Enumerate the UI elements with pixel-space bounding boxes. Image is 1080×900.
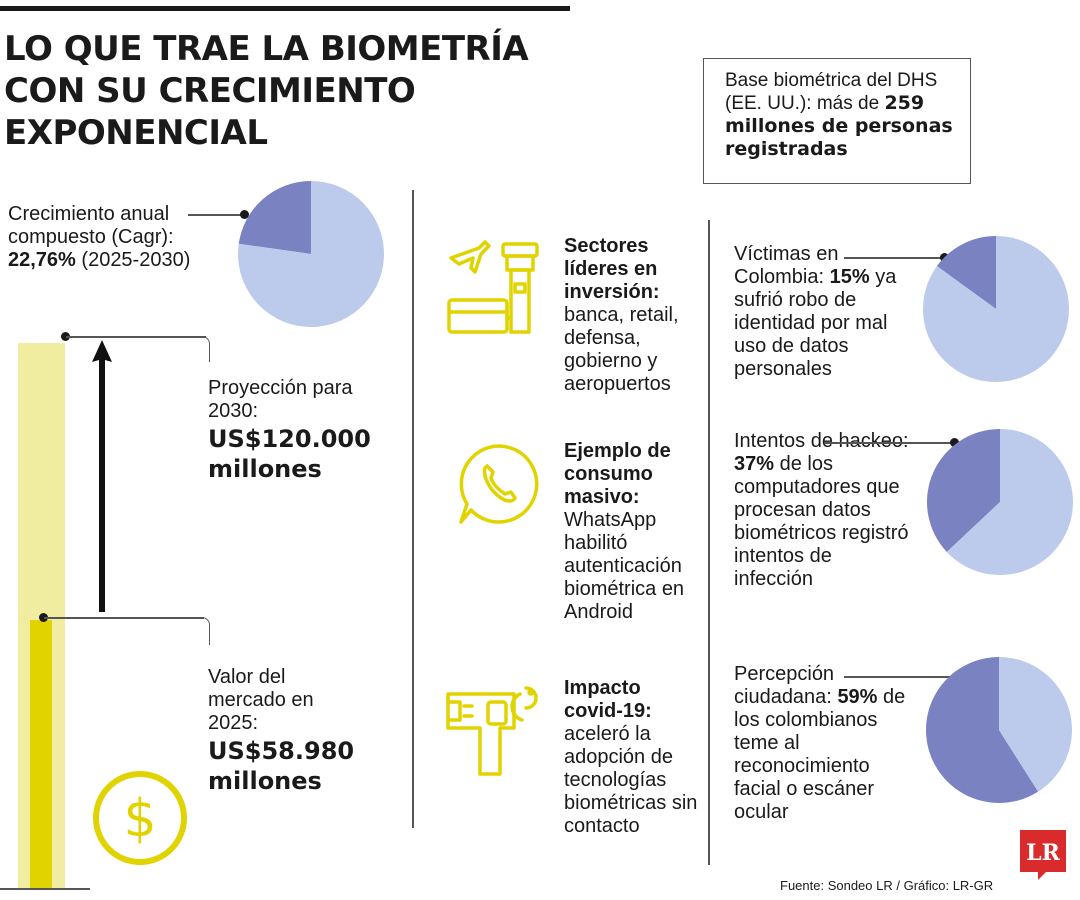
lr-logo: LR: [1020, 830, 1066, 880]
dhs-text: Base biométrica del DHS (EE. UU.): más d…: [725, 70, 938, 114]
market-dot: [39, 613, 48, 622]
hacking-pie-slice-2: [946, 429, 1073, 575]
market-value: US$58.980 millones: [208, 737, 355, 795]
stat-leader-2: [824, 442, 952, 444]
stat-post-2: de los computadores que procesan datos b…: [734, 453, 909, 590]
airport-icon: [447, 240, 539, 334]
cagr-leader-dot: [240, 210, 249, 219]
sector-title-3: Impacto covid-19:: [564, 677, 652, 722]
cagr-pie-slice-2: [238, 181, 384, 327]
projection-value: US$120.000 millones: [208, 425, 371, 483]
lr-logo-text: LR: [1026, 840, 1060, 866]
stat-bold-2: 37%: [734, 453, 775, 475]
hacking-pie-slice-1: [927, 429, 1000, 552]
stat-pre-3: Percepción ciudadana:: [734, 663, 835, 708]
sector-body-3: aceleró la adopción de tecnologías biomé…: [564, 723, 698, 837]
growth-arrow-icon: [92, 340, 112, 612]
cagr-pie-chart: [238, 181, 384, 327]
projection-leader-curve: [200, 336, 210, 362]
svg-text:$: $: [123, 789, 156, 849]
market-label: Valor del mercado en 2025:: [208, 666, 314, 734]
market-leader-curve: [198, 617, 210, 645]
sector-body-1: banca, retail, defensa, gobierno y aerop…: [564, 304, 679, 395]
source-note: Fuente: Sondeo LR / Gráfico: LR-GR: [780, 878, 994, 893]
stat-post-1: ya sufrió robo de identidad por mal uso …: [734, 266, 897, 380]
baseline: [0, 888, 90, 890]
stat-item-1: Víctimas en Colombia: 15% ya sufrió robo…: [734, 243, 914, 381]
dollar-icon: $: [93, 771, 187, 865]
divider-right: [708, 220, 710, 865]
perception-pie-slice-2: [999, 657, 1072, 792]
victims-pie-chart: [923, 236, 1069, 382]
stat-pre-2: Intentos de hackeo:: [734, 430, 909, 452]
thermometer-gun-icon: [446, 686, 538, 776]
dhs-box: [703, 58, 971, 184]
projection-leader-h: [66, 336, 206, 338]
stat-item-3: Percepción ciudadana: 59% de los colombi…: [734, 663, 914, 824]
stat-bold-3: 59%: [837, 686, 878, 708]
projection-label: Proyección para 2030:: [208, 377, 353, 422]
sector-item-1: Sectores líderes en inversión: banca, re…: [564, 235, 704, 396]
cagr-label: Crecimiento anual compuesto (Cagr): 22,7…: [8, 203, 208, 272]
cagr-pie-slice-1: [238, 181, 311, 254]
sector-title-1: Sectores líderes en inversión:: [564, 235, 660, 303]
cagr-text: Crecimiento anual compuesto (Cagr):: [8, 203, 174, 248]
dhs-bold: 259 millones de personas registradas: [725, 92, 953, 160]
sector-item-3: Impacto covid-19: aceleró la adopción de…: [564, 677, 704, 838]
stat-dot-2: [950, 438, 959, 447]
top-rule: [0, 6, 570, 11]
hacking-pie-chart: [927, 429, 1073, 575]
cagr-value: 22,76%: [8, 249, 76, 271]
stat-leader-1: [844, 257, 944, 259]
sector-title-2: Ejemplo de consumo masivo:: [564, 440, 671, 508]
divider-left: [412, 190, 414, 828]
bar-2025: [30, 620, 52, 888]
victims-pie-slice-1: [936, 236, 996, 309]
market-bar-chart: [18, 343, 65, 888]
dhs-box-text: Base biométrica del DHS (EE. UU.): más d…: [725, 70, 965, 161]
victims-pie-slice-2: [923, 236, 1069, 382]
stat-post-3: de los colombianos teme al reconocimient…: [734, 686, 906, 823]
sector-body-2: WhatsApp habilitó autenticación biométri…: [564, 509, 685, 623]
whatsapp-icon: [459, 444, 539, 524]
cagr-leader-line: [188, 214, 244, 216]
page-title: LO QUE TRAE LA BIOMETRÍA CON SU CRECIMIE…: [4, 29, 529, 153]
stat-bold-1: 15%: [829, 266, 870, 288]
perception-pie-slice-1: [926, 657, 1039, 803]
stat-leader-3: [844, 676, 958, 678]
projection-dot: [61, 332, 70, 341]
sector-item-2: Ejemplo de consumo masivo: WhatsApp habi…: [564, 440, 704, 624]
market-leader-h: [44, 617, 204, 619]
stat-pre-1: Víctimas en Colombia:: [734, 243, 839, 288]
stat-item-2: Intentos de hackeo: 37% de los computado…: [734, 430, 914, 591]
perception-pie-chart: [926, 657, 1072, 803]
cagr-period: (2025-2030): [81, 249, 191, 271]
